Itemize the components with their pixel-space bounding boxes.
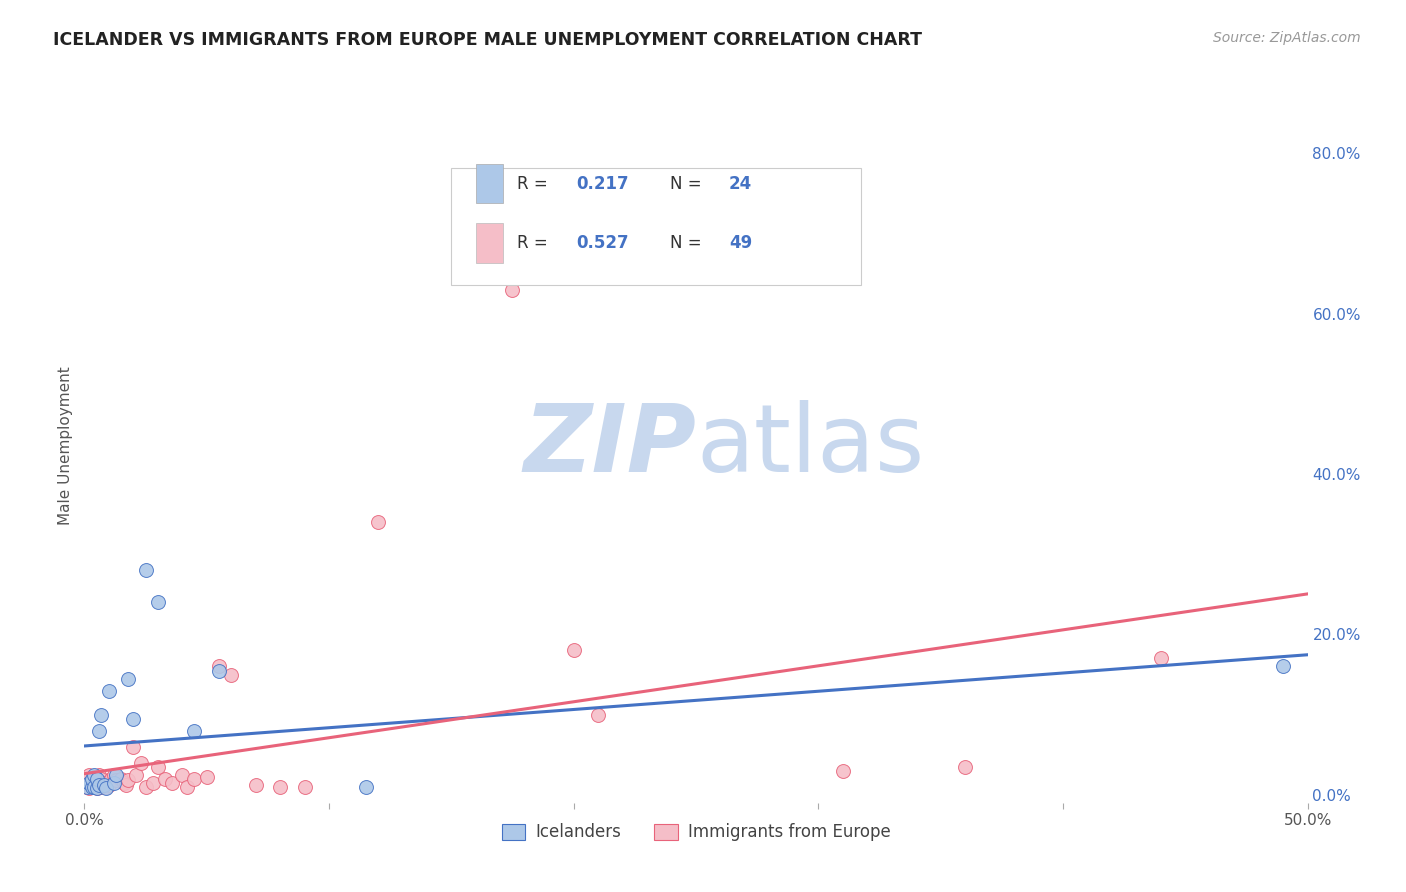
Point [80,778,103,792]
Text: 24: 24 [728,175,752,193]
Point [208,659,231,673]
Point [146,595,169,609]
Point [100,772,122,786]
Point [176,780,198,794]
Text: atlas: atlas [696,400,924,492]
Point [76,780,98,794]
Point [103,768,125,782]
Point [90,772,112,786]
Point [1150,651,1173,665]
Point [129,756,152,770]
Text: ICELANDER VS IMMIGRANTS FROM EUROPE MALE UNEMPLOYMENT CORRELATION CHART: ICELANDER VS IMMIGRANTS FROM EUROPE MALE… [53,31,922,49]
Point [77,776,100,790]
Point [146,760,169,774]
Point [502,283,524,297]
Point [77,768,100,782]
Point [183,723,205,738]
Point [112,776,135,790]
Text: 0.217: 0.217 [576,175,628,193]
Point [83,780,105,794]
Point [96,781,118,796]
Point [105,768,128,782]
Text: N =: N = [671,234,707,252]
Point [77,776,100,790]
Point [245,778,267,792]
Point [93,778,115,792]
Point [294,780,316,794]
Point [87,778,110,792]
Point [117,773,139,788]
Point [80,780,103,794]
Text: R =: R = [517,175,554,193]
Text: N =: N = [671,175,707,193]
Point [208,664,231,678]
Bar [475,164,503,203]
Point [135,563,157,577]
Point [153,772,176,786]
Point [183,772,205,786]
Point [105,773,128,788]
Point [831,764,853,778]
Point [135,780,157,794]
Point [1272,659,1295,673]
Point [87,723,110,738]
Point [142,776,165,790]
Point [87,768,110,782]
Point [86,772,108,786]
Point [80,772,103,786]
Point [93,776,115,790]
Point [83,768,105,782]
Point [86,781,108,796]
Point [953,760,976,774]
Point [172,768,194,782]
Point [122,739,145,754]
Text: Source: ZipAtlas.com: Source: ZipAtlas.com [1213,31,1361,45]
Point [117,672,139,686]
Point [103,776,125,790]
Point [110,772,132,786]
Point [562,643,585,657]
Text: 0.527: 0.527 [576,234,628,252]
Point [115,778,138,792]
Point [219,667,242,681]
Point [97,778,120,792]
Text: ZIP: ZIP [523,400,696,492]
Point [97,683,120,698]
Point [90,780,112,794]
Point [76,772,98,786]
Point [122,712,145,726]
Point [195,770,218,784]
Point [87,778,110,792]
Point [86,781,108,796]
Point [76,780,98,794]
Point [77,781,100,796]
Point [90,707,112,722]
Legend: Icelanders, Immigrants from Europe: Icelanders, Immigrants from Europe [495,817,897,848]
Point [586,707,609,722]
Text: 49: 49 [728,234,752,252]
Point [367,515,389,529]
Point [86,773,108,788]
Y-axis label: Male Unemployment: Male Unemployment [58,367,73,525]
Point [96,780,118,794]
Bar [475,223,503,262]
Point [354,780,377,794]
Point [83,780,105,794]
FancyBboxPatch shape [451,168,860,285]
Point [83,770,105,784]
Point [80,773,103,788]
Point [162,776,184,790]
Text: R =: R = [517,234,554,252]
Point [269,780,291,794]
Point [125,768,148,782]
